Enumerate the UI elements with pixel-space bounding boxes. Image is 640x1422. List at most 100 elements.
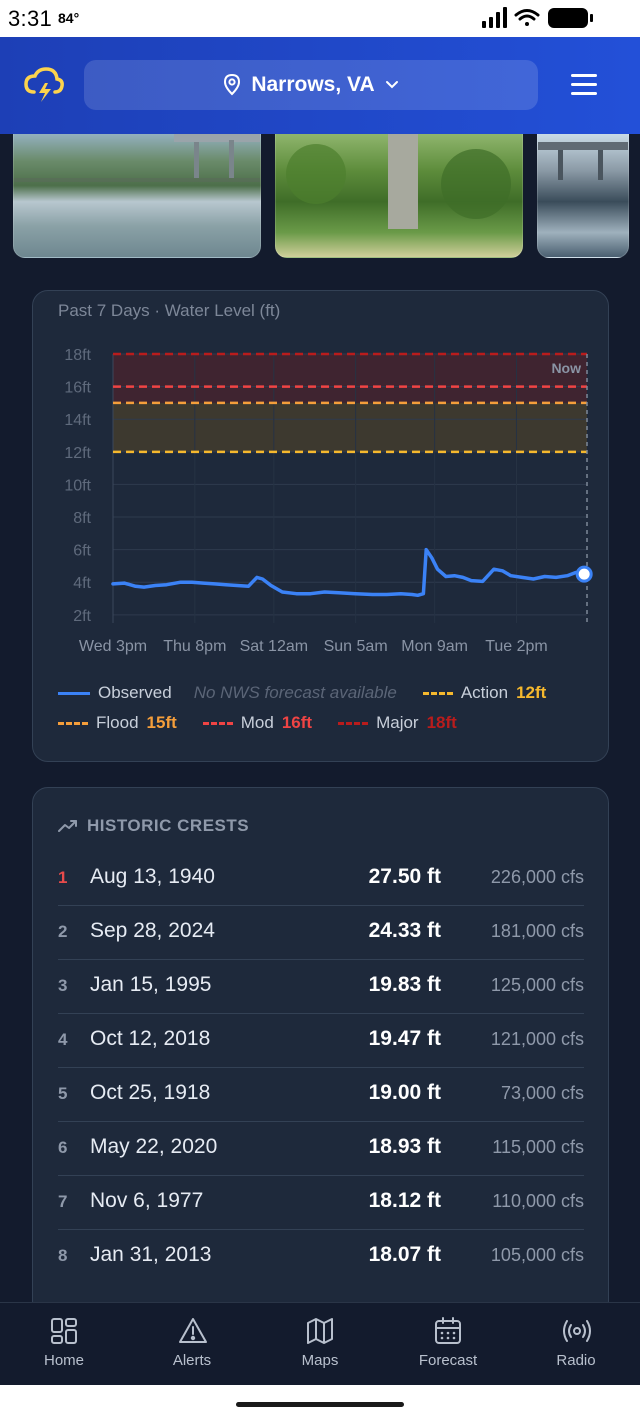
- major-line-swatch: [338, 721, 369, 725]
- crest-row[interactable]: 4 Oct 12, 2018 19.47 ft 121,000 cfs: [58, 1014, 584, 1068]
- legend-major-label: Major: [376, 713, 419, 732]
- crest-date: Oct 25, 1918: [90, 1081, 211, 1104]
- crest-rank: 7: [58, 1192, 68, 1211]
- status-icons: [482, 7, 600, 34]
- water-level-chart-card: Past 7 Days · Water Level (ft) 2ft 4ft 6ft…: [32, 290, 609, 762]
- signal-icon: [482, 7, 507, 28]
- crests-heading: HISTORIC CRESTS: [87, 816, 250, 835]
- crest-height: 24.33 ft: [368, 919, 441, 942]
- wifi-icon: [514, 9, 540, 26]
- crest-flow: 226,000 cfs: [490, 867, 584, 887]
- nav-forecast[interactable]: Forecast: [384, 1303, 512, 1386]
- river-photo-3[interactable]: [537, 134, 629, 258]
- nav-maps-label: Maps: [301, 1352, 339, 1369]
- crest-rank: 1: [58, 868, 68, 887]
- x-tick-label: Sat 12am: [240, 638, 308, 655]
- nav-home[interactable]: Home: [0, 1303, 128, 1386]
- y-tick-label: 16ft: [64, 380, 91, 397]
- river-photo-2[interactable]: [275, 134, 523, 258]
- crest-row[interactable]: 2 Sep 28, 2024 24.33 ft 181,000 cfs: [58, 906, 584, 960]
- crest-rank: 3: [58, 976, 68, 995]
- x-tick-label: Sun 5am: [324, 638, 388, 655]
- crest-height: 19.83 ft: [368, 973, 441, 996]
- x-tick-label: Wed 3pm: [79, 638, 147, 655]
- legend-action-label: Action: [460, 683, 509, 702]
- action-line-swatch: [422, 691, 453, 695]
- mod-line-swatch: [202, 721, 233, 725]
- crest-height: 19.47 ft: [368, 1027, 441, 1050]
- crest-row[interactable]: 5 Oct 25, 1918 19.00 ft 73,000 cfs: [58, 1068, 584, 1122]
- calendar-icon: [435, 1317, 461, 1344]
- crest-date: Jan 31, 2013: [90, 1243, 212, 1266]
- crest-date: May 22, 2020: [90, 1135, 218, 1158]
- crest-flow: 73,000 cfs: [500, 1083, 584, 1103]
- crest-date: Aug 13, 1940: [90, 865, 215, 888]
- observed-series-line: [111, 547, 586, 598]
- map-icon: [307, 1318, 333, 1344]
- nav-forecast-label: Forecast: [418, 1352, 478, 1369]
- now-label: Now: [551, 360, 581, 376]
- warning-triangle-icon: [179, 1318, 207, 1343]
- legend-mod-value: 16ft: [281, 713, 313, 732]
- storm-cloud-icon[interactable]: [24, 67, 64, 108]
- legend-forecast-note: No NWS forecast available: [193, 683, 397, 702]
- app-header: Narrows, VA: [0, 37, 640, 134]
- crest-height: 18.93 ft: [368, 1135, 441, 1158]
- crest-row[interactable]: 6 May 22, 2020 18.93 ft 115,000 cfs: [58, 1122, 584, 1176]
- water-level-chart: 2ft 4ft 6ft 8ft 10ft 12ft 14ft 16ft 18ft Wed 3pm T…: [64, 347, 593, 655]
- crest-rank: 6: [58, 1138, 68, 1157]
- x-tick-label: Tue 2pm: [485, 638, 548, 655]
- crest-flow: 105,000 cfs: [490, 1245, 584, 1265]
- y-tick-label: 4ft: [73, 575, 91, 592]
- x-tick-label: Thu 8pm: [163, 638, 226, 655]
- x-tick-label: Mon 9am: [401, 638, 468, 655]
- major-band: [113, 354, 587, 403]
- crest-date: Sep 28, 2024: [90, 919, 215, 942]
- nav-maps[interactable]: Maps: [256, 1303, 384, 1386]
- crest-row[interactable]: 1 Aug 13, 1940 27.50 ft 226,000 cfs: [58, 852, 584, 906]
- nav-radio[interactable]: Radio: [512, 1303, 640, 1386]
- y-tick-label: 6ft: [73, 543, 91, 560]
- legend-major-value: 18ft: [426, 713, 457, 732]
- location-pin-icon: [224, 74, 241, 96]
- bottom-navigation: Home Alerts Maps Forecast: [0, 1302, 640, 1385]
- crest-flow: 181,000 cfs: [490, 921, 584, 941]
- crest-flow: 115,000 cfs: [492, 1137, 584, 1157]
- chart-title: Past 7 Days · Water Level (ft): [58, 301, 281, 320]
- crest-rank: 8: [58, 1246, 68, 1265]
- chevron-down-icon: [385, 81, 398, 89]
- crest-height: 18.12 ft: [368, 1189, 441, 1212]
- status-temperature: 84°: [58, 10, 80, 26]
- crest-row[interactable]: 3 Jan 15, 1995 19.83 ft 125,000 cfs: [58, 960, 584, 1014]
- crest-date: Nov 6, 1977: [90, 1189, 204, 1212]
- river-photo-1[interactable]: [13, 134, 261, 258]
- flood-line-swatch: [58, 721, 88, 725]
- trending-up-icon: [58, 820, 77, 832]
- crest-flow: 121,000 cfs: [490, 1029, 584, 1049]
- legend-observed: Observed: [98, 683, 172, 702]
- nav-home-label: Home: [43, 1352, 84, 1369]
- status-bar: 3:31 84°: [0, 0, 640, 37]
- home-indicator[interactable]: [236, 1402, 404, 1407]
- crest-height: 18.07 ft: [368, 1243, 441, 1266]
- historic-crests-card: HISTORIC CRESTS 1 Aug 13, 1940 27.50 ft 226…: [32, 787, 609, 1317]
- action-band: [113, 402, 587, 452]
- gesture-area: [0, 1385, 640, 1422]
- legend-mod-label: Mod: [240, 713, 274, 732]
- crest-flow: 110,000 cfs: [492, 1191, 584, 1211]
- crest-row[interactable]: 8 Jan 31, 2013 18.07 ft 105,000 cfs: [58, 1230, 584, 1284]
- legend-flood-value: 15ft: [146, 713, 177, 732]
- y-tick-label: 2ft: [73, 608, 91, 625]
- crest-date: Oct 12, 2018: [90, 1027, 211, 1050]
- status-time: 3:31: [8, 6, 53, 31]
- nav-alerts[interactable]: Alerts: [128, 1303, 256, 1386]
- crest-rank: 5: [58, 1084, 68, 1103]
- current-level-point: [575, 565, 593, 583]
- crest-row[interactable]: 7 Nov 6, 1977 18.12 ft 110,000 cfs: [58, 1176, 584, 1230]
- hamburger-menu-icon[interactable]: [569, 73, 601, 102]
- crest-flow: 125,000 cfs: [490, 975, 584, 995]
- location-selector[interactable]: Narrows, VA: [84, 60, 538, 110]
- legend-flood-label: Flood: [96, 713, 139, 732]
- nav-alerts-label: Alerts: [172, 1352, 212, 1369]
- location-name: Narrows, VA: [251, 73, 375, 96]
